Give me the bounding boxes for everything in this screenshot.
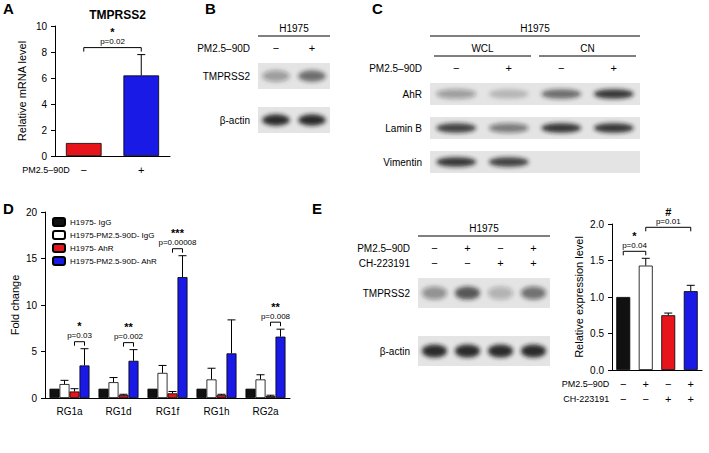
svg-text:10: 10 — [36, 21, 48, 32]
svg-text:β-actin: β-actin — [220, 115, 250, 126]
svg-text:RG1f: RG1f — [156, 406, 180, 417]
svg-text:PM2.5–90D: PM2.5–90D — [197, 43, 250, 54]
svg-text:+: + — [665, 393, 671, 405]
svg-text:Relative mRNA level: Relative mRNA level — [16, 41, 28, 141]
svg-text:−: − — [273, 42, 279, 54]
svg-text:CN: CN — [580, 43, 594, 54]
svg-text:Relative expression level: Relative expression level — [573, 236, 585, 358]
svg-text:Vimentin: Vimentin — [383, 157, 422, 168]
svg-text:H1975-PM2.5-90D- IgG: H1975-PM2.5-90D- IgG — [70, 231, 154, 240]
svg-text:15: 15 — [26, 253, 38, 264]
svg-text:AhR: AhR — [403, 89, 422, 100]
svg-text:4: 4 — [41, 99, 47, 110]
svg-text:10: 10 — [26, 300, 38, 311]
svg-text:−: − — [464, 257, 470, 269]
svg-text:p=0.002: p=0.002 — [114, 332, 144, 341]
svg-text:***: *** — [171, 227, 185, 239]
svg-text:20: 20 — [26, 207, 38, 218]
svg-text:−: − — [620, 393, 626, 405]
svg-text:RG1a: RG1a — [56, 406, 83, 417]
svg-text:−: − — [643, 393, 649, 405]
svg-text:TMPRSS2: TMPRSS2 — [363, 288, 411, 299]
svg-text:−: − — [620, 378, 626, 390]
svg-text:+: + — [530, 242, 536, 254]
svg-text:Lamin B: Lamin B — [385, 123, 422, 134]
svg-text:CH-223191: CH-223191 — [359, 258, 411, 269]
svg-text:H1975: H1975 — [279, 23, 309, 34]
svg-text:p=0.008: p=0.008 — [261, 312, 291, 321]
svg-text:*: * — [77, 320, 82, 332]
svg-text:PM2.5–90D: PM2.5–90D — [562, 379, 610, 389]
svg-text:1.0: 1.0 — [590, 292, 604, 303]
svg-text:p=0.04: p=0.04 — [622, 241, 647, 250]
svg-text:2: 2 — [41, 125, 47, 136]
svg-text:Fold change: Fold change — [9, 275, 21, 336]
svg-text:−: − — [431, 242, 437, 254]
svg-text:+: + — [643, 378, 649, 390]
svg-text:*: * — [632, 230, 637, 242]
svg-text:−: − — [453, 62, 459, 74]
svg-text:PM2.5–90D: PM2.5–90D — [369, 63, 422, 74]
svg-text:**: ** — [124, 321, 133, 333]
svg-text:0.0: 0.0 — [590, 365, 604, 376]
svg-text:−: − — [81, 164, 87, 176]
svg-text:β-actin: β-actin — [380, 346, 410, 357]
svg-text:CH-223191: CH-223191 — [563, 394, 609, 404]
svg-text:PM2.5–90D: PM2.5–90D — [22, 165, 70, 175]
svg-text:H1975- AhR: H1975- AhR — [70, 244, 114, 253]
svg-text:0: 0 — [31, 393, 37, 404]
svg-text:WCL: WCL — [471, 43, 494, 54]
svg-text:−: − — [665, 378, 671, 390]
svg-text:+: + — [497, 257, 503, 269]
svg-text:+: + — [309, 42, 315, 54]
svg-text:−: − — [431, 257, 437, 269]
svg-text:C: C — [372, 0, 383, 17]
svg-text:H1975-PM2.5-90D- AhR: H1975-PM2.5-90D- AhR — [70, 257, 157, 266]
svg-text:**: ** — [271, 301, 280, 313]
svg-text:0.5: 0.5 — [590, 328, 604, 339]
svg-text:H1975- IgG: H1975- IgG — [70, 218, 111, 227]
svg-text:+: + — [688, 378, 694, 390]
svg-text:TMPRSS2: TMPRSS2 — [203, 71, 251, 82]
svg-text:RG1d: RG1d — [105, 406, 131, 417]
svg-text:−: − — [558, 62, 564, 74]
svg-text:A: A — [3, 0, 14, 17]
svg-text:D: D — [3, 200, 14, 217]
svg-text:H1975: H1975 — [520, 23, 550, 34]
svg-text:6: 6 — [41, 73, 47, 84]
svg-text:2.0: 2.0 — [590, 219, 604, 230]
svg-text:p=0.01: p=0.01 — [656, 217, 681, 226]
svg-text:*: * — [110, 26, 115, 38]
svg-text:B: B — [205, 0, 216, 17]
svg-text:PM2.5–90D: PM2.5–90D — [357, 243, 410, 254]
svg-text:H1975: H1975 — [469, 223, 499, 234]
svg-text:5: 5 — [31, 346, 37, 357]
svg-text:1.5: 1.5 — [590, 255, 604, 266]
svg-text:p=0.03: p=0.03 — [67, 331, 92, 340]
svg-text:8: 8 — [41, 47, 47, 58]
svg-text:−: − — [497, 242, 503, 254]
svg-text:0: 0 — [41, 151, 47, 162]
svg-text:RG2a: RG2a — [252, 406, 279, 417]
svg-text:p=0.02: p=0.02 — [100, 37, 125, 46]
svg-text:p=0.00008: p=0.00008 — [158, 238, 197, 247]
svg-text:#: # — [665, 206, 671, 218]
svg-text:E: E — [312, 200, 322, 217]
svg-text:+: + — [506, 62, 512, 74]
svg-text:+: + — [464, 242, 470, 254]
svg-text:+: + — [138, 164, 144, 176]
svg-text:+: + — [611, 62, 617, 74]
svg-text:+: + — [688, 393, 694, 405]
svg-text:+: + — [530, 257, 536, 269]
svg-text:TMPRSS2: TMPRSS2 — [89, 8, 146, 22]
svg-text:RG1h: RG1h — [203, 406, 229, 417]
